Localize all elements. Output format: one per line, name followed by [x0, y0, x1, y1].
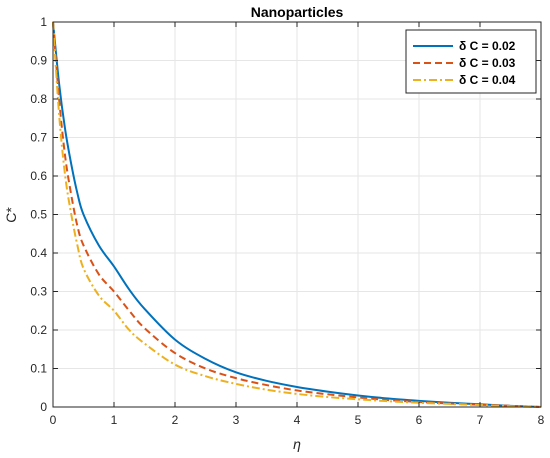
series-line-1: [52, 21, 542, 408]
chart-title: Nanoparticles: [251, 4, 344, 20]
y-tick-label: 0.9: [30, 54, 47, 68]
legend-label-3: δ C = 0.04: [459, 73, 516, 87]
x-axis: 0 1 2 3 4 5 6 7 8: [50, 22, 545, 427]
y-tick-label: 0.1: [30, 362, 47, 376]
x-tick-label: 6: [416, 413, 423, 427]
x-tick-label: 3: [233, 413, 240, 427]
x-tick-label: 8: [538, 413, 545, 427]
legend-box: [405, 29, 537, 94]
x-tick-label: 7: [477, 413, 484, 427]
x-axis-label: η: [293, 436, 301, 452]
y-tick-label: 0.8: [30, 92, 47, 106]
y-tick-label: 0.7: [30, 131, 47, 145]
y-tick-label: 0.5: [30, 208, 47, 222]
legend-label-2: δ C = 0.03: [459, 56, 516, 70]
y-tick-label: 0.4: [30, 246, 47, 260]
series-group: [52, 21, 542, 408]
y-tick-label: 0: [40, 400, 47, 414]
legend: δ C = 0.02 δ C = 0.03 δ C = 0.04: [405, 29, 537, 94]
x-tick-label: 4: [294, 413, 301, 427]
y-tick-label: 0.6: [30, 169, 47, 183]
y-axis-label: C*: [3, 207, 19, 223]
series-line-3: [52, 21, 542, 408]
y-tick-label: 0.3: [30, 285, 47, 299]
y-tick-label: 1: [40, 15, 47, 29]
x-tick-label: 2: [172, 413, 179, 427]
x-tick-label: 0: [50, 413, 57, 427]
x-tick-label: 1: [111, 413, 118, 427]
x-tick-label: 5: [355, 413, 362, 427]
legend-label-1: δ C = 0.02: [459, 39, 516, 53]
y-tick-label: 0.2: [30, 323, 47, 337]
y-axis: 0 0.1 0.2 0.3 0.4 0.5 0.6 0.7 0.8 0.9 1: [30, 15, 541, 414]
